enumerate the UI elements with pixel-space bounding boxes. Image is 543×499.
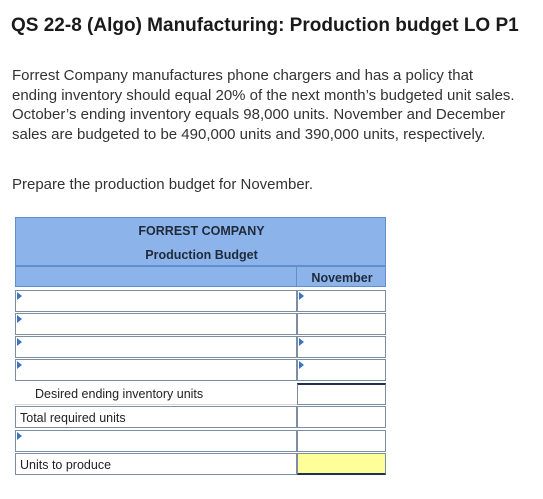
month-column-header: November	[311, 271, 373, 285]
row-label-dropdown[interactable]	[15, 336, 297, 358]
row-label-dropdown[interactable]	[15, 430, 297, 452]
row-amount-input[interactable]	[297, 290, 386, 312]
budget-row-units-to-produce: Units to produce	[15, 453, 386, 475]
row-label-text: Desired ending inventory units	[35, 387, 204, 401]
budget-title-header: FORREST COMPANY Production Budget	[15, 217, 386, 266]
page-title: QS 22-8 (Algo) Manufacturing: Production…	[11, 15, 519, 36]
budget-row	[15, 313, 386, 335]
budget-row-desired-ending-inventory: Desired ending inventory units	[15, 383, 386, 405]
budget-row	[15, 430, 386, 452]
budget-row	[15, 336, 386, 358]
row-label-text: Total required units	[20, 411, 126, 425]
total-required-units-input[interactable]	[297, 406, 386, 428]
desired-ending-inventory-input[interactable]	[297, 383, 386, 405]
budget-name: Production Budget	[145, 248, 258, 262]
row-label: Desired ending inventory units	[15, 383, 297, 405]
units-to-produce-input[interactable]	[297, 453, 386, 475]
column-header-row: November	[15, 266, 386, 287]
row-amount-input[interactable]	[297, 336, 386, 358]
company-name: FORREST COMPANY	[138, 224, 265, 238]
budget-row	[15, 359, 386, 381]
row-amount-input[interactable]	[297, 430, 386, 452]
row-amount-input[interactable]	[297, 313, 386, 335]
row-label: Total required units	[15, 406, 297, 428]
budget-row	[15, 290, 386, 312]
budget-row-total-required: Total required units	[15, 406, 386, 428]
problem-instruction: Prepare the production budget for Novemb…	[12, 176, 314, 193]
row-label: Units to produce	[15, 453, 297, 475]
row-label-dropdown[interactable]	[15, 359, 297, 381]
row-label-dropdown[interactable]	[15, 290, 297, 312]
row-amount-input[interactable]	[297, 359, 386, 381]
row-label-text: Units to produce	[20, 458, 112, 472]
row-label-dropdown[interactable]	[15, 313, 297, 335]
problem-prompt: Forrest Company manufactures phone charg…	[12, 67, 515, 143]
